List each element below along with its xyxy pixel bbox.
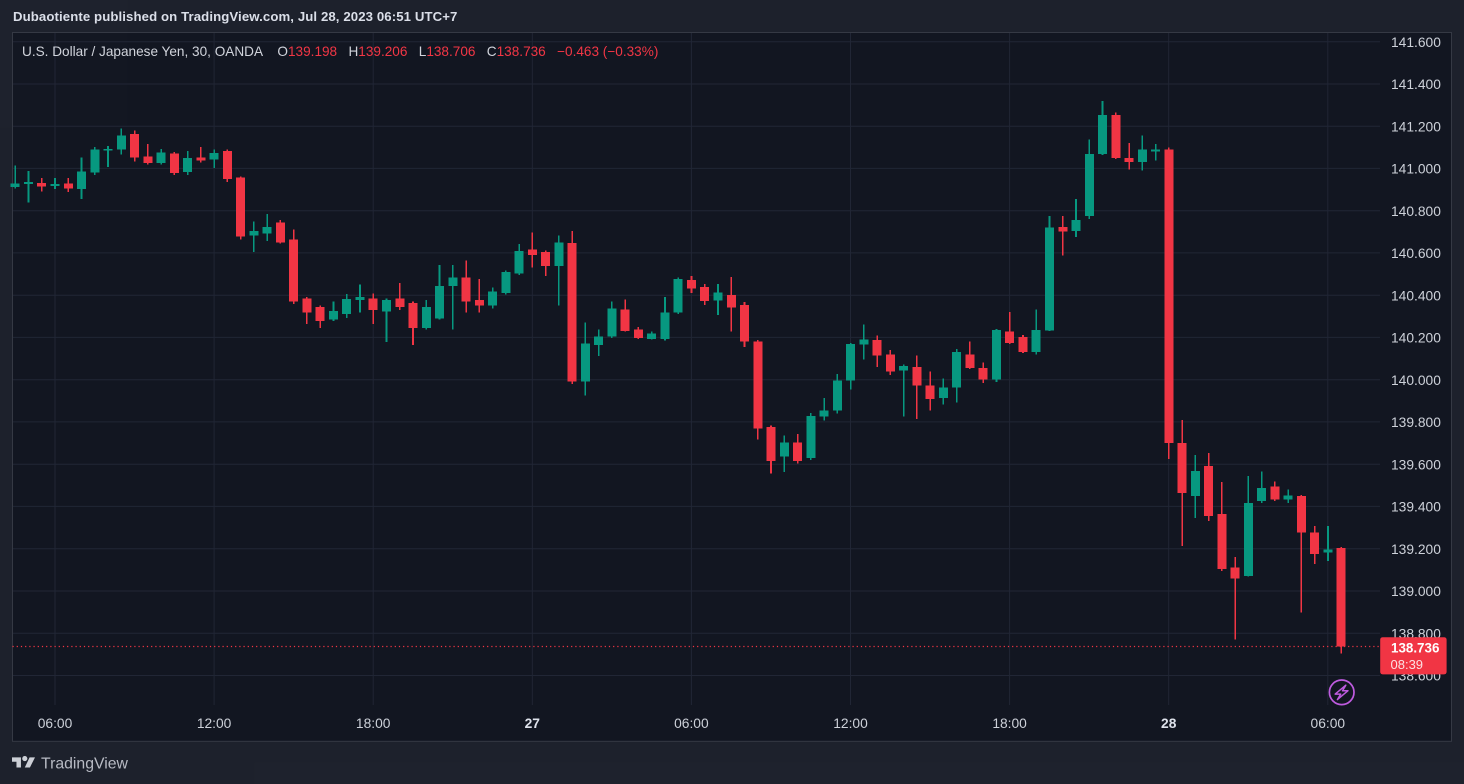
svg-text:141.200: 141.200 — [1391, 119, 1441, 134]
svg-text:141.400: 141.400 — [1391, 77, 1441, 92]
svg-text:139.000: 139.000 — [1391, 584, 1441, 599]
svg-text:141.600: 141.600 — [1391, 35, 1441, 50]
svg-text:140.200: 140.200 — [1391, 331, 1441, 346]
svg-text:139.200: 139.200 — [1391, 542, 1441, 557]
svg-text:139.400: 139.400 — [1391, 500, 1441, 515]
svg-text:06:00: 06:00 — [1311, 716, 1346, 731]
svg-text:12:00: 12:00 — [197, 716, 232, 731]
svg-text:27: 27 — [525, 716, 541, 731]
svg-text:140.400: 140.400 — [1391, 288, 1441, 303]
svg-text:140.600: 140.600 — [1391, 246, 1441, 261]
svg-text:06:00: 06:00 — [674, 716, 709, 731]
svg-text:12:00: 12:00 — [833, 716, 868, 731]
svg-text:28: 28 — [1161, 716, 1177, 731]
svg-text:08:39: 08:39 — [1391, 657, 1424, 672]
svg-text:140.000: 140.000 — [1391, 373, 1441, 388]
svg-text:140.800: 140.800 — [1391, 204, 1441, 219]
svg-text:141.000: 141.000 — [1391, 162, 1441, 177]
svg-text:06:00: 06:00 — [38, 716, 73, 731]
svg-text:TradingView: TradingView — [41, 756, 129, 773]
svg-text:139.600: 139.600 — [1391, 457, 1441, 472]
svg-text:138.736: 138.736 — [1391, 640, 1439, 655]
svg-text:139.800: 139.800 — [1391, 415, 1441, 430]
svg-text:18:00: 18:00 — [992, 716, 1027, 731]
svg-text:18:00: 18:00 — [356, 716, 391, 731]
